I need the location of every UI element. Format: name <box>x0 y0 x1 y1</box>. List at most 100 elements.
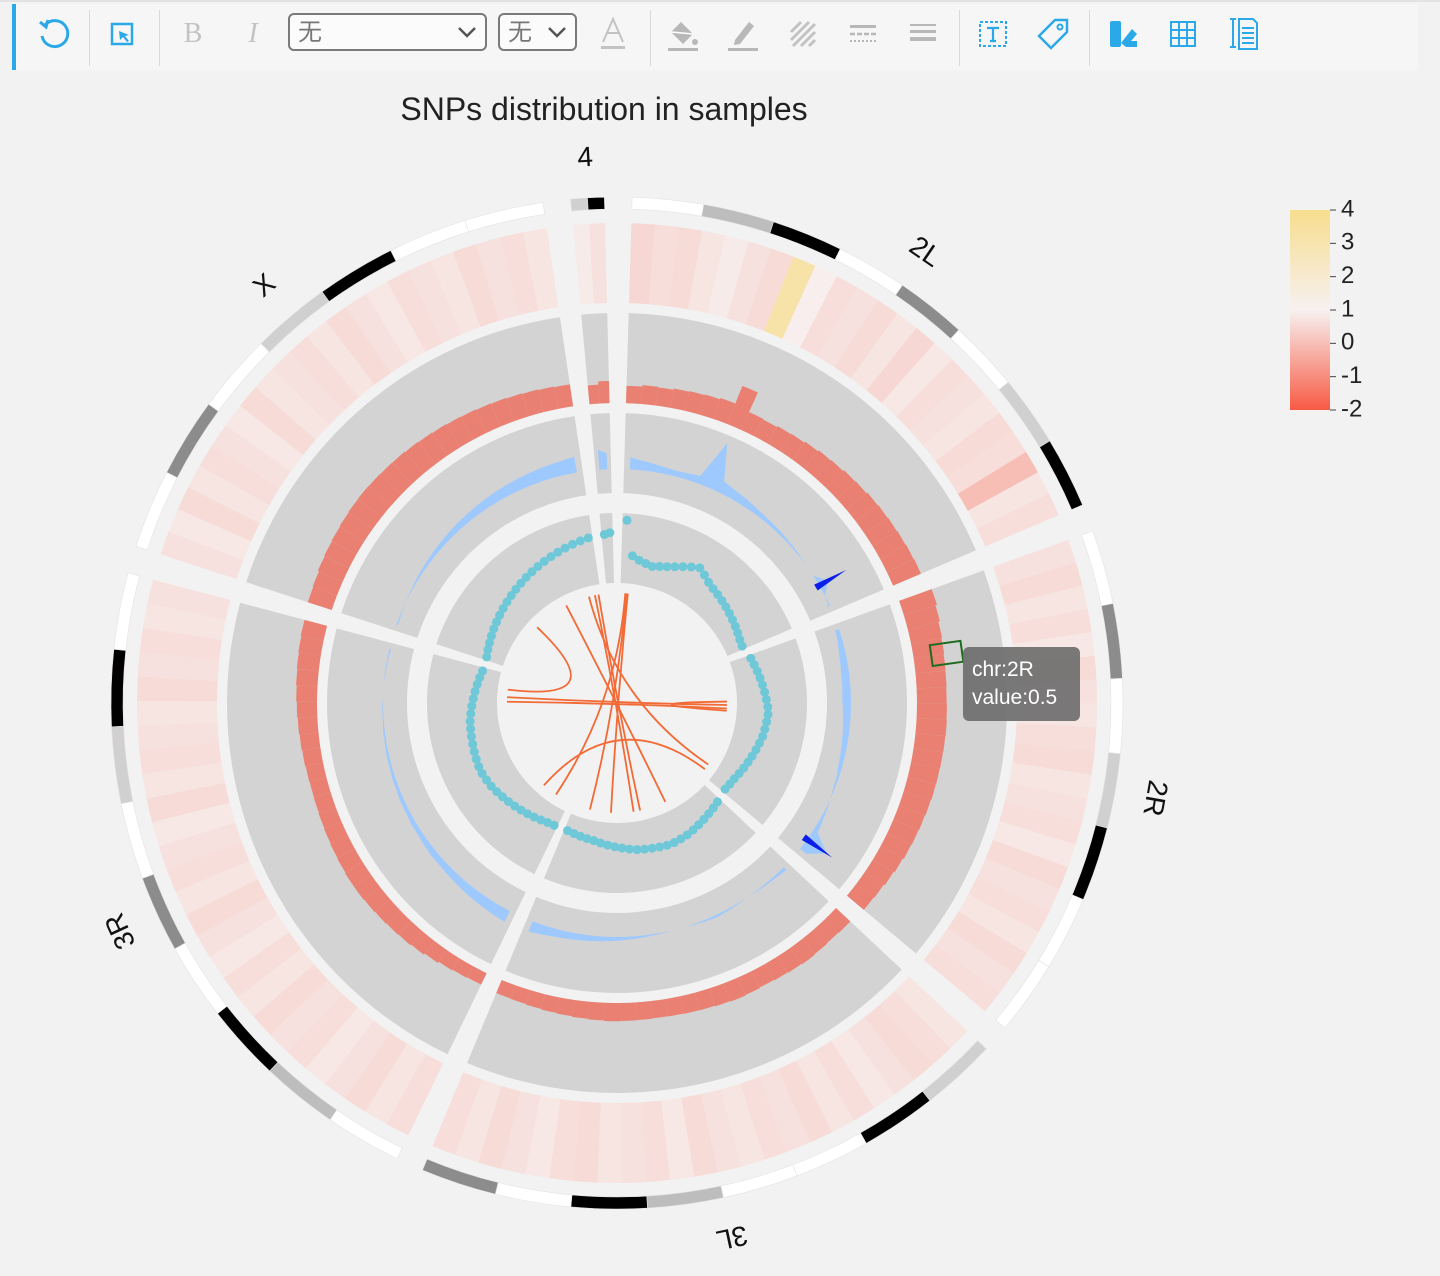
scatter-point <box>761 694 771 704</box>
fill-color-button[interactable] <box>661 12 705 56</box>
scatter-point <box>647 561 657 571</box>
font-color-button[interactable] <box>591 12 635 56</box>
scatter-point <box>589 836 599 846</box>
text-layout-button[interactable] <box>1221 12 1265 56</box>
heatmap-cell <box>137 700 218 726</box>
bar-mark <box>898 791 931 816</box>
bar-mark <box>802 929 828 955</box>
scatter-point <box>758 731 768 741</box>
bar-mark <box>619 1002 637 1021</box>
bar-mark <box>398 921 423 946</box>
font-family-select[interactable]: 无 <box>288 13 487 51</box>
heatmap-cell <box>707 235 749 319</box>
line-color-button[interactable] <box>721 12 765 56</box>
heatmap-cell <box>344 1032 408 1112</box>
bar-mark <box>446 416 474 448</box>
heatmap-cell <box>910 376 985 446</box>
bar-mark <box>846 884 874 910</box>
grid-button[interactable] <box>1161 12 1205 56</box>
heatmap-cell <box>501 1091 541 1175</box>
scatter-point <box>678 562 688 572</box>
heatmap-cell <box>305 1007 374 1084</box>
chromosome-label: 2R <box>1137 778 1174 819</box>
hatch-pattern-icon <box>789 20 817 48</box>
heatmap-cell <box>935 928 1014 993</box>
bar-mark <box>893 805 925 831</box>
bar-mark <box>804 450 831 479</box>
scatter-point <box>699 570 709 580</box>
heatmap-cell <box>152 802 236 847</box>
bar-mark <box>553 384 574 409</box>
bar-mark <box>357 485 392 518</box>
scatter-point <box>482 652 492 662</box>
text-box-button[interactable] <box>971 12 1015 56</box>
scatter-point <box>695 563 705 573</box>
select-button[interactable] <box>101 12 145 56</box>
heatmap-cell <box>324 1020 391 1099</box>
link-curve <box>507 696 727 706</box>
heatmap-cell <box>848 1017 914 1095</box>
heatmap-cell <box>478 1085 521 1169</box>
bar-mark <box>368 473 402 506</box>
bar-mark <box>364 887 390 913</box>
bar-mark <box>864 517 897 547</box>
bar-mark <box>317 555 350 582</box>
bold-button[interactable]: B <box>171 12 215 56</box>
chromosome-label: 4 <box>576 141 593 173</box>
legend-label: -1 <box>1341 362 1362 389</box>
bar-mark <box>296 652 321 672</box>
scatter-point <box>662 562 672 572</box>
pattern-button[interactable] <box>781 12 825 56</box>
font-size-select[interactable]: 无 <box>498 13 577 51</box>
ideogram-band <box>1101 603 1123 680</box>
bar-mark <box>777 947 802 973</box>
heatmap-cell <box>817 287 878 368</box>
heatmap-cell <box>588 223 608 304</box>
scatter-point <box>754 738 764 748</box>
bar-mark <box>375 898 401 924</box>
heatmap-cell <box>549 1098 581 1181</box>
scatter-point <box>737 641 747 651</box>
heatmap-cell <box>209 914 290 978</box>
bar-mark <box>915 718 947 737</box>
area-track <box>505 846 829 993</box>
bar-mark <box>337 848 363 873</box>
theme-button[interactable] <box>1101 12 1145 56</box>
bar-mark <box>598 381 610 404</box>
bar-mark <box>490 397 515 427</box>
chevron-down-icon <box>548 27 566 38</box>
reset-button[interactable] <box>32 12 76 56</box>
scatter-point <box>483 645 493 655</box>
ideogram-band <box>494 1182 573 1208</box>
italic-button[interactable]: I <box>231 12 275 56</box>
scatter-point <box>466 709 476 719</box>
label-button[interactable] <box>1031 12 1075 56</box>
scatter-point <box>655 842 665 852</box>
bar-mark <box>913 733 946 753</box>
bar-mark <box>887 819 919 845</box>
bar-mark <box>424 941 447 964</box>
bar-mark <box>864 859 894 886</box>
heatmap-cell <box>740 1076 788 1160</box>
scatter-point <box>474 762 484 772</box>
top-border <box>0 0 1440 2</box>
ideogram-band <box>995 960 1050 1029</box>
scatter-point <box>466 731 476 741</box>
heatmap-cell <box>366 281 426 363</box>
scatter-point <box>760 724 770 734</box>
heatmap-cell <box>967 472 1049 529</box>
bar-mark <box>740 412 764 437</box>
heatmap-cell <box>641 1100 671 1183</box>
heatmap-cell <box>137 676 218 702</box>
line-width-button[interactable] <box>901 12 945 56</box>
link-curve <box>597 594 642 811</box>
bar-mark <box>903 605 940 630</box>
toolbar-separator <box>650 10 651 66</box>
heatmap-cell <box>365 1043 425 1125</box>
line-style-button[interactable] <box>841 12 885 56</box>
heatmap-cell <box>168 509 252 561</box>
heatmap-cell <box>968 876 1050 933</box>
bar-mark <box>296 668 319 687</box>
bar-mark <box>305 762 327 783</box>
pencil-icon <box>728 22 758 51</box>
